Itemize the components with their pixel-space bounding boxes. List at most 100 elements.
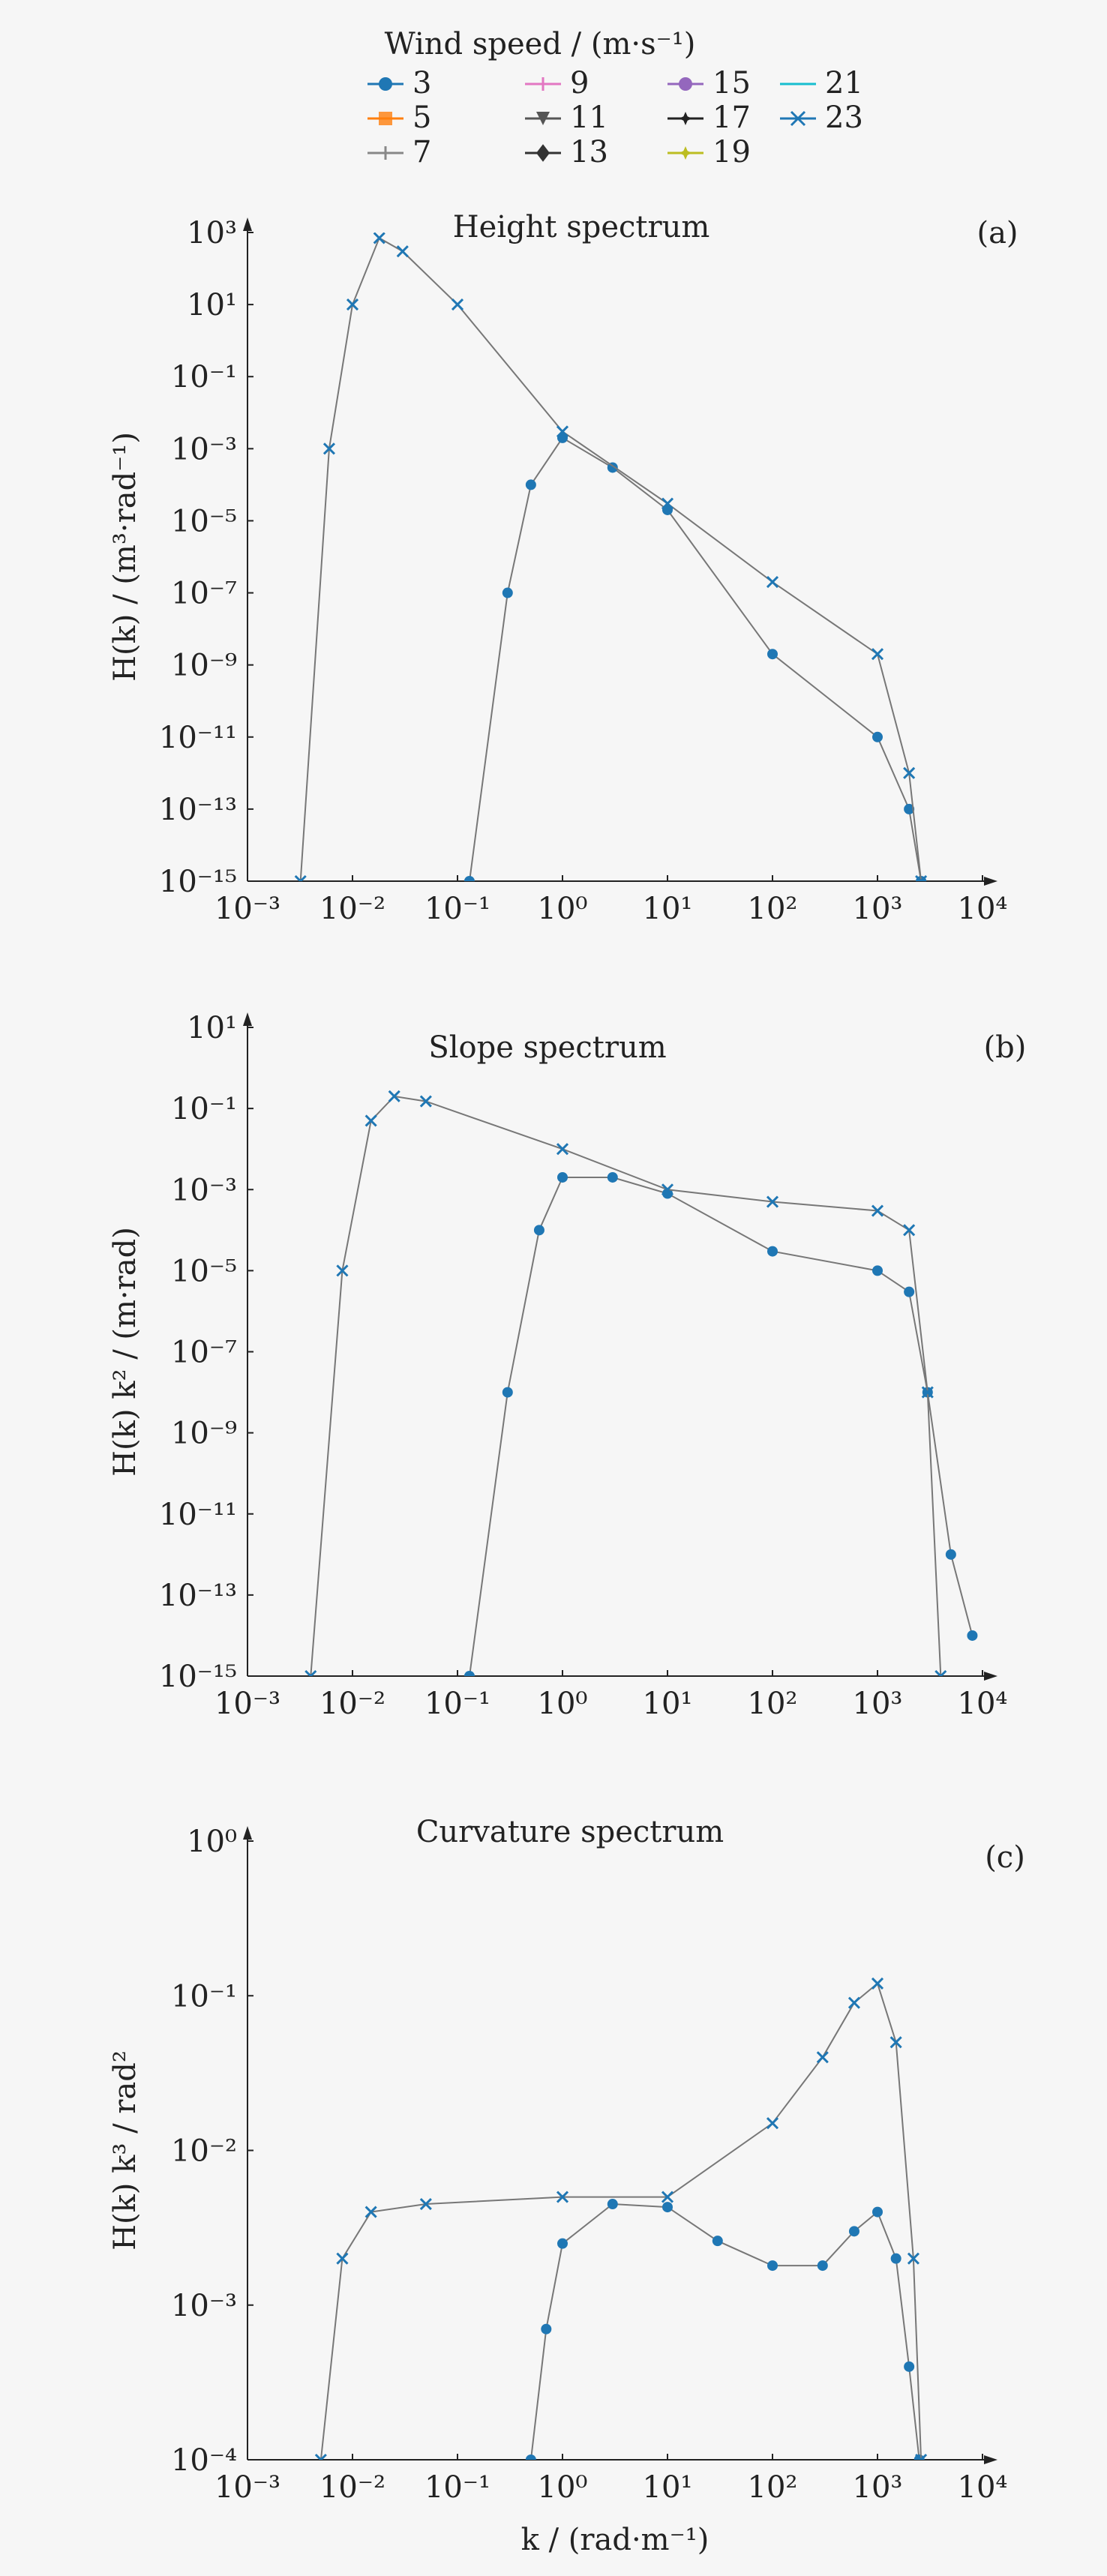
y-axis-arrow [243,217,252,231]
panel-3: 10⁻³ 10⁻² 10⁻¹ 10⁰ 10¹ 10² 10³ 10⁴10⁻⁴10⁻³10⁻²1… [108,1815,1025,2557]
data-point-3 [767,1246,778,1257]
y-axis-label: H(k) k² / (m·rad) [108,1227,142,1477]
data-point-23 [451,298,464,311]
marker [541,2323,552,2335]
y-axis-arrow [243,1826,252,1840]
data-point-23 [314,2453,327,2460]
data-point-3 [914,2455,925,2460]
x-tick-label: 10² [748,892,798,926]
y-tick-label: 10⁻¹³ [159,1579,237,1613]
data-point-23 [907,2252,920,2265]
data-point-23 [396,245,409,258]
marker [872,2206,883,2218]
x-tick-label: 10³ [853,892,903,926]
series-group [304,1090,978,1676]
data-point-3 [767,2260,778,2272]
data-point-3 [525,479,536,490]
marker [871,648,884,661]
x-tick-label: 10¹ [643,892,693,926]
y-tick-label: 10⁻¹⁵ [159,1660,237,1694]
data-point-23 [903,1224,916,1237]
legend-label: 23 [825,100,863,135]
marker [767,649,778,660]
data-point-3 [464,1671,475,1676]
marker [336,2252,349,2265]
marker [525,2455,536,2460]
data-point-3 [502,587,513,598]
marker [536,77,550,91]
x-tick-label: 10¹ [643,2470,693,2505]
y-tick-label: 10¹ [187,288,237,322]
data-point-23 [556,425,569,438]
x-tick-label: 10⁻³ [214,2470,280,2505]
y-axis-label: H(k) k³ / rad² [108,2050,142,2251]
y-tick-label: 10⁻¹³ [159,793,237,827]
data-point-3 [848,2226,860,2237]
data-point-23 [661,1183,674,1196]
series-line-3 [530,2203,920,2460]
marker [915,2453,928,2460]
data-point-3 [541,2323,552,2335]
x-tick-label: 10³ [853,2470,903,2505]
legend-entry-15: 15 [668,66,751,100]
marker [767,2260,778,2272]
data-point-3 [767,649,778,660]
series-line-23 [299,236,922,881]
data-point-23 [304,1669,317,1676]
marker [712,2236,723,2247]
y-tick-label: 10⁻⁹ [171,649,237,683]
y-tick-label: 10⁻¹ [171,360,237,394]
marker [790,110,806,127]
data-point-3 [464,876,475,881]
data-point-3 [525,2455,536,2460]
marker [304,1669,317,1676]
marker [871,1204,884,1217]
x-tick-label: 10⁴ [958,2470,1008,2505]
y-tick-label: 10⁻⁵ [171,1254,237,1288]
x-tick-label: 10⁻² [320,1687,386,1721]
x-axis-label: k / (rad·m⁻¹) [521,2523,710,2557]
data-point-3 [890,2253,902,2264]
data-point-23 [890,2036,902,2049]
legend-entry-23: 23 [780,100,863,135]
x-tick-label: 10⁻² [320,2470,386,2505]
x-tick-label: 10⁻² [320,892,386,926]
marker [396,245,409,258]
y-tick-label: 10⁻¹ [171,1979,237,2014]
marker [767,1246,778,1257]
y-tick-label: 10⁻³ [171,2289,237,2323]
x-tick-label: 10⁰ [538,1687,588,1721]
marker [379,77,392,91]
series-line-23 [310,1095,942,1676]
marker [904,1286,915,1297]
x-axis-arrow [984,2455,998,2464]
series-line-3 [469,436,922,881]
y-tick-label: 10⁻³ [171,432,237,466]
data-point-23 [322,442,336,455]
marker [872,731,883,742]
marker [525,479,536,490]
marker [848,1996,861,2009]
legend-entry-13: 13 [525,135,608,169]
panel-1: 10⁻³ 10⁻² 10⁻¹ 10⁰ 10¹ 10² 10³ 10⁴ 10⁻¹⁵ 10⁻¹³ 10⁻… [108,210,1018,926]
data-point-23 [934,1669,947,1676]
data-point-3 [817,2260,828,2272]
legend-label: 17 [712,100,751,135]
y-tick-label: 10⁻⁷ [171,1336,237,1370]
data-point-23 [871,1204,884,1217]
y-tick-label: 10⁻¹¹ [159,1498,237,1532]
marker [848,2226,860,2237]
marker [336,1264,349,1277]
marker [451,298,464,311]
legend-label: 19 [712,135,751,169]
marker [364,2206,377,2218]
legend-entry-19: 19 [668,135,751,169]
data-point-23 [346,298,359,311]
marker [903,1224,916,1237]
marker [921,1386,934,1399]
marker [536,112,550,125]
data-point-3 [662,2202,673,2213]
marker [379,112,392,125]
